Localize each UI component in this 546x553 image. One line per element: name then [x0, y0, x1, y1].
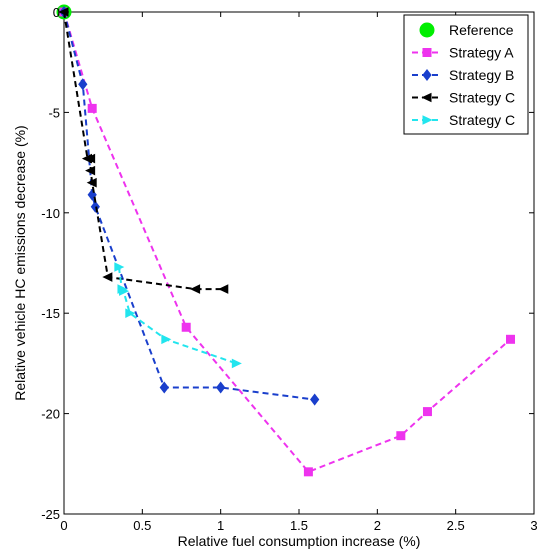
- legend-item: Strategy C: [412, 112, 515, 128]
- data-point: [102, 272, 113, 282]
- series-layer: [56, 4, 515, 477]
- y-tick-label: -20: [41, 407, 60, 422]
- series-1: [59, 7, 515, 477]
- data-point: [87, 103, 97, 113]
- data-point: [310, 393, 320, 406]
- series-line: [63, 11, 224, 291]
- data-point: [125, 308, 136, 318]
- data-point: [114, 262, 125, 272]
- legend-label: Reference: [449, 22, 514, 38]
- legend-item: Strategy A: [412, 45, 514, 61]
- legend-item: Strategy B: [412, 67, 514, 83]
- data-point: [86, 177, 97, 188]
- series-4: [114, 262, 242, 369]
- legend-marker: [421, 92, 432, 103]
- x-tick-label: 1: [217, 518, 224, 533]
- ticks-layer: 0 0.5 1 1.5 2 2.5 3 0 -5 -10 -15 -20 -25: [41, 5, 537, 533]
- legend-label: Strategy C: [449, 90, 515, 106]
- data-point: [190, 284, 201, 294]
- data-point: [87, 188, 97, 201]
- data-point: [181, 322, 191, 332]
- y-tick-label: -10: [41, 206, 60, 221]
- data-point: [231, 358, 242, 369]
- y-axis-label: Relative vehicle HC emissions decrease (…: [12, 125, 28, 400]
- x-tick-label: 2.5: [447, 518, 465, 533]
- legend-item: Reference: [419, 22, 514, 38]
- data-point: [159, 381, 169, 394]
- legend: Reference Strategy A Strategy B Strategy C S…: [403, 14, 529, 135]
- data-point: [85, 153, 96, 164]
- legend-marker: [422, 115, 433, 125]
- data-point: [78, 78, 88, 91]
- legend-marker: [422, 48, 432, 57]
- data-point: [119, 286, 130, 296]
- data-point: [161, 334, 172, 345]
- data-point: [85, 165, 96, 176]
- series-line: [117, 266, 237, 365]
- data-point: [506, 334, 515, 344]
- legend-item: Strategy C: [412, 90, 515, 106]
- y-tick-label: -25: [41, 507, 60, 522]
- data-point: [216, 381, 226, 394]
- data-point: [303, 467, 313, 477]
- x-tick-label: 2: [374, 518, 381, 533]
- legend-label: Strategy B: [449, 67, 514, 83]
- y-tick-label: -5: [48, 105, 60, 120]
- series-3: [58, 7, 229, 294]
- data-point: [218, 284, 229, 294]
- legend-label: Strategy A: [449, 45, 514, 61]
- x-tick-label: 3: [530, 518, 537, 533]
- data-point: [396, 431, 406, 441]
- legend-marker: [419, 22, 435, 38]
- x-tick-label: 0: [60, 518, 67, 533]
- data-point: [422, 407, 432, 417]
- legend-label: Strategy C: [449, 112, 515, 128]
- x-tick-label: 1.5: [290, 518, 308, 533]
- legend-marker: [422, 68, 432, 82]
- x-tick-label: 0.5: [133, 518, 151, 533]
- x-axis-label: Relative fuel consumption increase (%): [178, 533, 421, 549]
- y-tick-label: 0: [53, 5, 60, 20]
- y-tick-label: -15: [41, 306, 60, 321]
